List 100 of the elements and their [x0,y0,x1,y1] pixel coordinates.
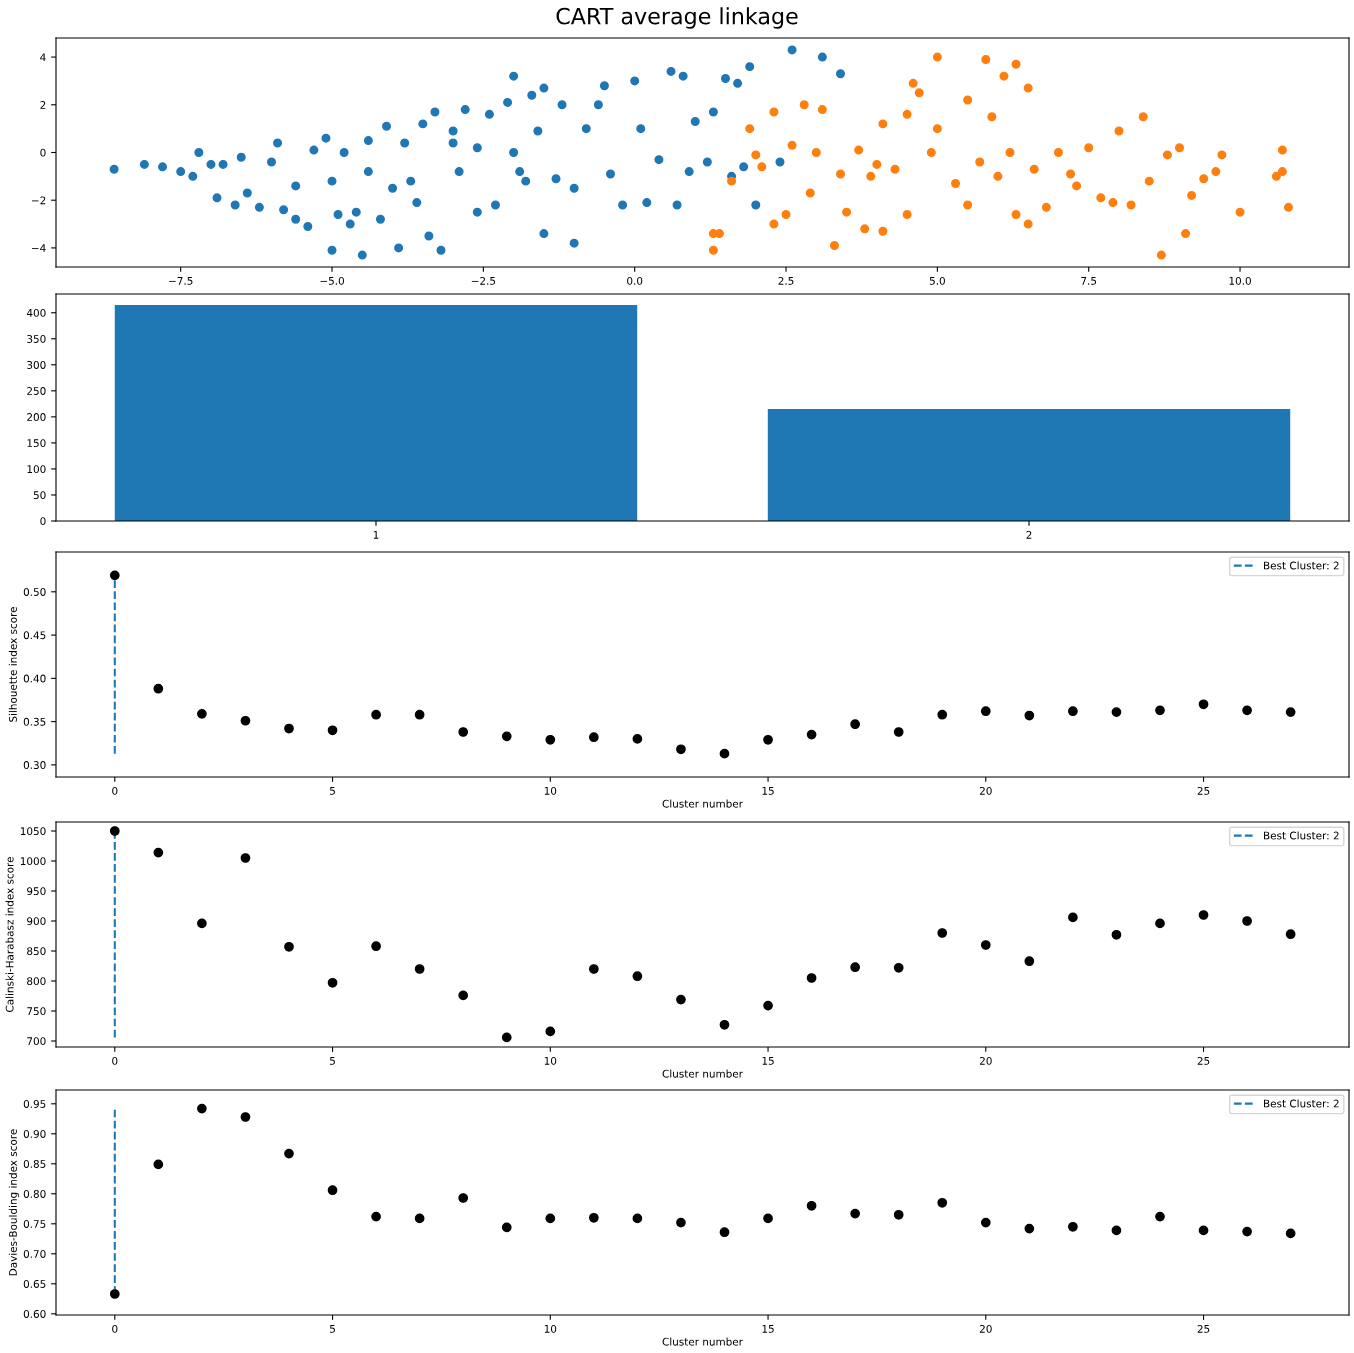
point [1198,910,1209,920]
point [1285,707,1296,717]
point [937,709,948,720]
y-tick-label: 0.65 [23,1280,46,1288]
y-tick-label: 4 [40,53,46,62]
y-tick-label: 400 [26,308,46,317]
point [501,731,512,742]
point [414,1213,425,1224]
y-tick-label: 300 [27,361,46,369]
legend-label: Best Cluster: 2 [1264,831,1339,840]
x-tick-label: 10 [544,786,557,795]
x-tick-label: 0.0 [627,276,643,285]
point [153,683,164,694]
point [719,1227,730,1238]
point [1242,916,1252,926]
x-axis-title: Cluster number [662,1069,743,1078]
y-tick-label: 0.90 [23,1130,46,1138]
point [109,570,120,581]
x-tick-label: 20 [979,786,992,795]
x-tick-label: 5.0 [929,276,945,285]
y-tick-label: 150 [27,439,46,448]
point [719,748,730,759]
point [588,1212,599,1223]
point [1198,1225,1209,1236]
point [153,847,164,858]
x-tick-label: 0 [112,1324,118,1333]
point [545,734,556,745]
x-tick-label: 25 [1197,1056,1210,1065]
x-tick-label: 7.5 [1081,277,1097,285]
x-tick-label: 15 [762,787,774,795]
y-tick-label: 50 [33,491,46,500]
point [1285,929,1296,940]
x-tick-label: 0 [112,1056,118,1065]
point [763,1213,773,1224]
x-tick-label: 5 [330,787,335,795]
y-tick-label: 0.30 [23,761,46,769]
point [284,723,294,734]
x-tick-label: 20 [979,1324,992,1333]
y-tick-label: 0.60 [23,1310,46,1318]
point [893,962,904,973]
point [763,734,773,745]
y-tick-label: 0.40 [23,674,46,683]
point [937,1197,948,1208]
point [893,727,904,737]
point [327,725,338,736]
x-tick-label: 5 [330,1057,335,1065]
point [806,1200,817,1211]
point [240,715,251,726]
x-tick-label: 20 [979,1056,992,1065]
point [501,1032,512,1043]
point [458,990,469,1001]
point [937,928,948,938]
point [980,706,991,717]
y-tick-label: 0.80 [23,1190,46,1198]
point [284,941,294,952]
point [1024,1223,1035,1234]
point [632,971,643,982]
point [414,964,425,974]
y-tick-label: 1000 [20,857,46,866]
point [284,1148,294,1159]
point [1111,707,1122,717]
y-axis-title: Calinski-Harabasz index score [5,857,14,1012]
point [109,826,120,836]
y-tick-label: 0.50 [23,588,46,596]
x-tick-label: 10 [544,1056,557,1065]
y-tick-label: −2 [32,196,46,205]
x-tick-label: 15 [762,1057,774,1065]
x-tick-label: 1 [373,531,379,539]
point [588,732,599,743]
point [676,994,686,1005]
point [197,1103,207,1114]
point [850,719,861,730]
y-tick-label: 0 [40,517,46,526]
y-tick-label: 200 [27,413,46,421]
point [632,1213,643,1224]
y-tick-label: 350 [27,335,46,343]
point [327,977,338,988]
point [458,1193,469,1203]
point [676,744,686,755]
y-axis-title: Davies-Boulding index score [8,1129,19,1276]
legend-label: Best Cluster: 2 [1264,1099,1339,1108]
chart-title: CART average linkage [556,7,798,29]
point [632,734,643,744]
y-tick-label: 2 [40,101,46,109]
point [1155,705,1165,716]
y-tick-label: 800 [27,977,46,986]
x-axis-title: Cluster number [662,1337,743,1346]
point [676,1217,686,1228]
x-tick-label: 15 [762,1325,774,1333]
point [806,729,817,740]
point [1111,1225,1122,1236]
point [545,1026,556,1037]
point [763,1000,773,1011]
y-tick-label: 100 [27,465,46,474]
y-tick-label: 250 [27,387,46,395]
legend-label: Best Cluster: 2 [1264,561,1339,570]
point [893,1209,904,1220]
x-tick-label: −5.0 [320,276,344,285]
point [1155,918,1165,929]
point [109,1289,120,1299]
